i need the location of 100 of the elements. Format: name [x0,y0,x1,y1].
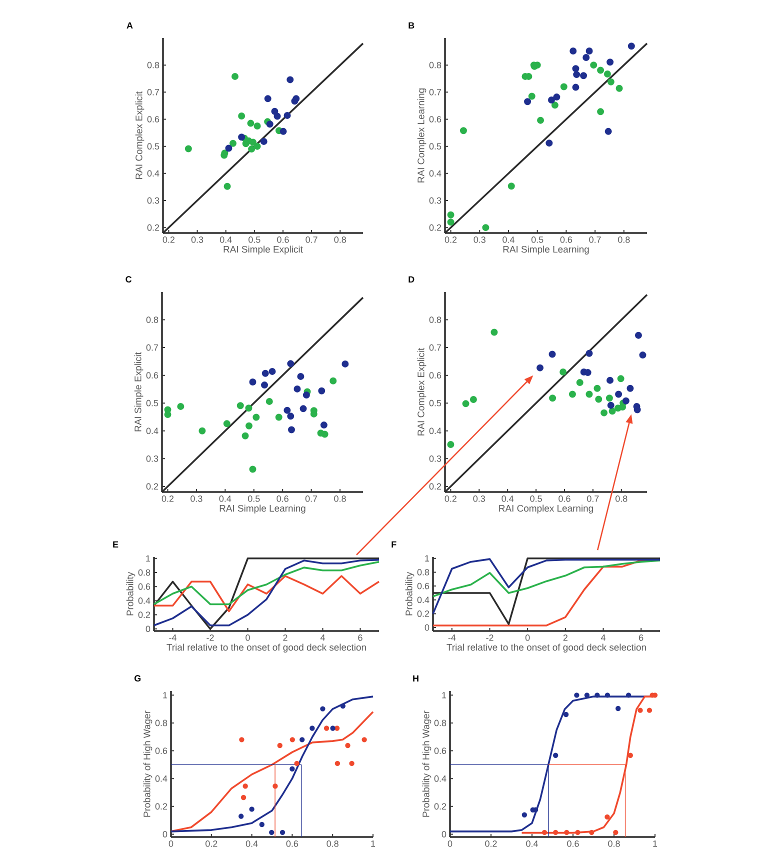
x-tick-label: 6 [358,634,362,641]
x-tick-label: 0.7 [306,236,318,243]
y-axis-title: RAI Simple Explicit [134,352,144,432]
x-tick-label: 2 [563,634,568,641]
y-tick-label: 1 [163,692,168,698]
y-tick-label: 0.5 [147,143,160,150]
x-tick-label: 0.5 [248,496,260,502]
x-tick-label: 0 [168,840,174,847]
y-axis-title: Probability [405,572,414,616]
x-axis-title: RAI Complex Learning [499,504,593,514]
chart-title: C [126,276,132,283]
y-tick-label: 0.6 [429,372,442,379]
y-tick-label: 0.6 [138,583,150,590]
y-tick-label: 0.5 [429,143,442,150]
y-tick-label: 0.5 [429,400,442,406]
x-tick-label: 0.5 [248,236,260,243]
y-tick-label: 0 [424,624,430,631]
x-tick-label: 1 [653,840,658,847]
y-tick-label: 0.2 [434,803,446,810]
y-tick-label: 0.6 [434,748,446,754]
x-tick-label: 0.4 [502,496,514,502]
y-tick-label: 0.7 [429,88,442,96]
y-tick-label: 0.2 [417,610,430,617]
y-tick-label: 0.6 [429,116,442,122]
chart-title: B [408,22,414,28]
y-tick-label: 0.4 [417,596,430,604]
x-tick-label: -2 [206,634,214,641]
x-tick-label: 0.7 [589,236,601,243]
y-tick-label: 0.5 [146,400,158,406]
y-tick-label: 0.8 [138,569,150,576]
x-tick-label: 0.7 [587,496,599,502]
x-tick-label: 0.8 [616,496,628,502]
x-axis-title: Trial relative to the onset of good deck selection [166,644,366,653]
y-axis-title: Probability of High Wager [143,710,152,817]
y-tick-label: 0 [442,831,446,838]
x-tick-label: -4 [448,634,456,641]
x-tick-label: 0.4 [220,236,232,243]
y-tick-label: 0 [162,831,168,838]
y-tick-label: 0.4 [146,428,158,434]
y-tick-label: 0.8 [147,62,160,68]
x-tick-label: 0.3 [473,496,485,502]
y-tick-label: 0.8 [417,569,430,576]
y-tick-label: 0.3 [429,197,442,204]
x-tick-label: 0.6 [286,840,298,847]
chart-title: H [413,675,418,682]
x-tick-label: 2 [283,634,288,641]
y-tick-label: 0.2 [147,224,160,231]
y-axis-title: RAI Complex Learning [417,88,426,182]
x-tick-label: 0.4 [502,236,514,243]
x-tick-label: 4 [320,634,325,641]
y-tick-label: 0.4 [434,775,446,782]
y-tick-label: 0.7 [147,88,160,96]
x-tick-label: 0.8 [608,840,620,847]
y-tick-label: 0.2 [146,483,158,490]
x-axis-title: Trial relative to the onset of good deck selection [446,644,646,653]
y-tick-label: 0.3 [147,197,160,204]
x-tick-label: 0.6 [276,496,288,502]
y-tick-label: 0.4 [138,598,150,604]
y-axis-title: Probability of High Wager [422,710,432,817]
y-tick-label: 0.2 [138,612,150,618]
x-tick-label: 0.7 [305,496,318,502]
x-tick-label: 0.3 [190,496,202,502]
x-tick-label: 0.8 [334,236,346,243]
x-tick-label: 0.6 [277,236,289,243]
x-tick-label: 0.2 [485,840,497,847]
y-tick-label: 0.3 [429,455,442,462]
y-tick-label: 0 [146,626,150,632]
y-tick-label: 0.7 [429,344,442,351]
x-tick-label: 0.3 [191,236,204,243]
x-tick-label: 0.8 [618,236,630,243]
y-tick-label: 0.6 [155,748,168,754]
x-tick-label: 4 [600,634,606,641]
x-tick-label: 0 [448,840,452,847]
chart-title: E [113,541,118,548]
y-tick-label: 0.4 [429,170,442,177]
y-tick-label: 1 [146,555,150,562]
y-tick-label: 0.2 [429,224,442,231]
x-tick-label: 0.6 [558,496,570,502]
x-tick-label: 0.4 [246,840,258,847]
x-tick-label: 0 [246,634,250,641]
x-axis-title: RAI Simple Learning [503,246,589,255]
y-tick-label: 1 [425,555,430,562]
x-tick-label: 0.4 [526,840,538,847]
x-tick-label: 0.3 [474,236,486,243]
x-axis-title: RAI Simple Learning [220,504,306,514]
y-tick-label: 0.3 [146,455,158,462]
y-tick-label: 0.2 [155,803,168,810]
chart-title: G [134,675,141,682]
y-tick-label: 0.8 [434,720,446,726]
y-tick-label: 0.4 [429,428,442,434]
y-tick-label: 0.2 [429,483,442,490]
y-axis-title: RAI Complex Explicit [135,91,144,179]
chart-title: A [126,22,133,28]
x-tick-label: -4 [169,634,176,641]
y-tick-label: 0.6 [147,116,160,122]
x-tick-label: 0.2 [206,840,218,847]
chart-title: D [408,276,414,283]
x-tick-label: 0.8 [334,496,346,502]
y-tick-label: 0.7 [146,344,158,351]
x-tick-label: 0.5 [531,236,544,243]
